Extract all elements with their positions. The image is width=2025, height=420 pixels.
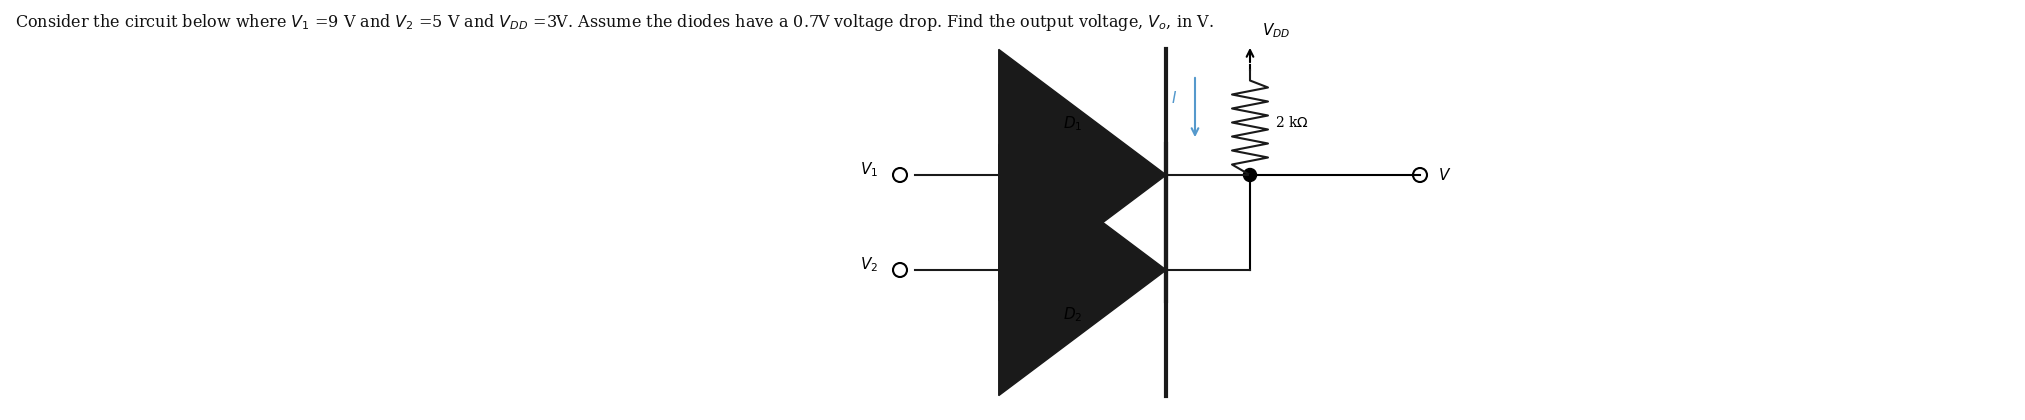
Text: Consider the circuit below where $V_1$ =9 V and $V_2$ =5 V and $V_{DD}$ =3V. Ass: Consider the circuit below where $V_1$ =… bbox=[14, 12, 1213, 33]
Polygon shape bbox=[998, 50, 1166, 301]
Text: $V_{DD}$: $V_{DD}$ bbox=[1262, 21, 1290, 40]
Text: $V$: $V$ bbox=[1438, 167, 1452, 183]
Text: $D_1$: $D_1$ bbox=[1063, 114, 1081, 133]
Text: $I$: $I$ bbox=[1170, 89, 1177, 105]
Text: $D_2$: $D_2$ bbox=[1063, 305, 1081, 324]
Text: 2 k$\Omega$: 2 k$\Omega$ bbox=[1276, 115, 1308, 130]
Text: $V_1$: $V_1$ bbox=[861, 161, 879, 179]
Text: $V_2$: $V_2$ bbox=[861, 256, 879, 274]
Circle shape bbox=[1243, 168, 1256, 181]
Polygon shape bbox=[998, 144, 1166, 396]
